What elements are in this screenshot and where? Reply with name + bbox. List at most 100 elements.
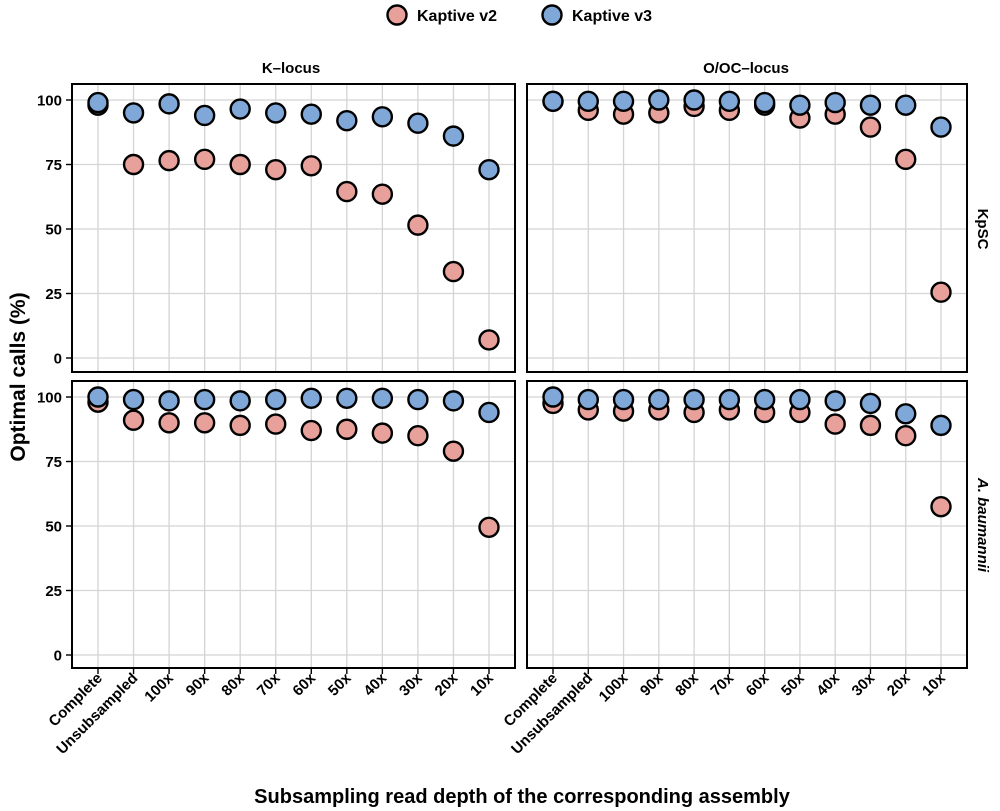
point-a-baumannii-k-locus-kaptive-v3-20x bbox=[442, 390, 465, 412]
point-kpsc-k-locus-kaptive-v2-70x bbox=[265, 158, 287, 181]
point-kpsc-k-locus-kaptive-v3-complete bbox=[87, 91, 109, 114]
point-kpsc-o-oc-locus-kaptive-v3-60x bbox=[753, 91, 776, 114]
x-tick-label-10x: 10x bbox=[467, 669, 497, 699]
x-tick-label-80x: 80x bbox=[672, 669, 702, 699]
point-kpsc-o-oc-locus-kaptive-v3-70x bbox=[718, 90, 741, 112]
point-kpsc-o-oc-locus-kaptive-v2-30x bbox=[859, 116, 882, 138]
point-kpsc-k-locus-kaptive-v2-100x bbox=[158, 149, 180, 172]
legend-marker-kaptive-v2 bbox=[386, 4, 408, 26]
point-a-baumannii-o-oc-locus-kaptive-v3-60x bbox=[753, 388, 776, 411]
point-a-baumannii-k-locus-kaptive-v3-100x bbox=[158, 390, 180, 412]
x-tick-label-50x: 50x bbox=[778, 669, 808, 699]
point-a-baumannii-o-oc-locus-kaptive-v3-20x bbox=[895, 403, 917, 425]
panel-frame bbox=[526, 380, 968, 669]
y-tick-label: 100 bbox=[37, 93, 62, 110]
point-a-baumannii-o-oc-locus-kaptive-v3-100x bbox=[612, 388, 635, 411]
panel-frame bbox=[526, 83, 968, 373]
point-kpsc-o-oc-locus-kaptive-v3-30x bbox=[859, 94, 882, 116]
x-tick-label-60x: 60x bbox=[743, 669, 773, 699]
point-kpsc-k-locus-kaptive-v3-80x bbox=[229, 98, 251, 120]
point-kpsc-k-locus-kaptive-v3-70x bbox=[265, 102, 287, 124]
point-a-baumannii-k-locus-kaptive-v3-90x bbox=[193, 388, 216, 411]
point-a-baumannii-k-locus-kaptive-v2-10x bbox=[478, 516, 500, 538]
x-tick-label-100x: 100x bbox=[141, 669, 177, 705]
x-tick-label-20x: 20x bbox=[884, 669, 914, 699]
point-kpsc-k-locus-kaptive-v2-20x bbox=[442, 260, 465, 283]
x-tick-label-20x: 20x bbox=[432, 669, 462, 699]
point-kpsc-k-locus-kaptive-v3-60x bbox=[300, 103, 322, 125]
point-kpsc-k-locus-kaptive-v3-20x bbox=[442, 125, 465, 147]
y-tick-label: 50 bbox=[45, 222, 62, 239]
point-a-baumannii-k-locus-kaptive-v2-60x bbox=[300, 419, 322, 442]
point-a-baumannii-o-oc-locus-kaptive-v3-80x bbox=[683, 388, 705, 411]
point-a-baumannii-k-locus-kaptive-v3-80x bbox=[229, 390, 251, 412]
legend-label-kaptive-v3: Kaptive v3 bbox=[572, 8, 652, 25]
point-a-baumannii-k-locus-kaptive-v2-20x bbox=[442, 440, 465, 462]
legend-marker-kaptive-v3 bbox=[541, 4, 563, 26]
point-a-baumannii-k-locus-kaptive-v3-10x bbox=[478, 401, 500, 424]
point-a-baumannii-k-locus-kaptive-v3-unsubsampled bbox=[122, 388, 145, 411]
point-kpsc-k-locus-kaptive-v3-90x bbox=[193, 104, 216, 127]
x-tick-label-40x: 40x bbox=[360, 669, 390, 699]
facet-column-o-oc-locus: O/OC–locus bbox=[703, 60, 789, 77]
x-tick-label-60x: 60x bbox=[289, 669, 319, 699]
point-a-baumannii-k-locus-kaptive-v2-30x bbox=[407, 425, 429, 447]
point-a-baumannii-k-locus-kaptive-v2-50x bbox=[336, 418, 358, 440]
y-tick-label: 100 bbox=[37, 390, 62, 407]
point-kpsc-o-oc-locus-kaptive-v3-20x bbox=[895, 94, 917, 116]
point-a-baumannii-k-locus-kaptive-v3-50x bbox=[336, 387, 358, 409]
y-tick-label: 25 bbox=[45, 583, 62, 600]
y-axis-title: Optimal calls (%) bbox=[7, 292, 30, 461]
point-kpsc-k-locus-kaptive-v2-90x bbox=[193, 148, 216, 171]
point-kpsc-k-locus-kaptive-v3-40x bbox=[371, 106, 394, 128]
point-a-baumannii-o-oc-locus-kaptive-v3-90x bbox=[648, 388, 670, 411]
point-a-baumannii-o-oc-locus-kaptive-v3-50x bbox=[789, 388, 811, 411]
facet-column-k-locus: K–locus bbox=[262, 60, 320, 77]
point-kpsc-k-locus-kaptive-v3-100x bbox=[158, 93, 180, 115]
point-a-baumannii-o-oc-locus-kaptive-v3-70x bbox=[718, 388, 741, 411]
legend: Kaptive v2 Kaptive v3 bbox=[386, 4, 652, 26]
point-kpsc-k-locus-kaptive-v2-80x bbox=[229, 153, 251, 176]
x-tick-label-80x: 80x bbox=[218, 669, 248, 699]
point-kpsc-o-oc-locus-kaptive-v3-unsubsampled bbox=[577, 90, 599, 112]
y-tick-label: 0 bbox=[54, 351, 62, 368]
point-kpsc-k-locus-kaptive-v2-10x bbox=[478, 329, 500, 351]
point-kpsc-k-locus-kaptive-v2-60x bbox=[300, 155, 322, 177]
point-kpsc-o-oc-locus-kaptive-v3-10x bbox=[930, 116, 952, 138]
point-a-baumannii-k-locus-kaptive-v3-60x bbox=[300, 387, 322, 409]
point-kpsc-o-oc-locus-kaptive-v3-complete bbox=[542, 90, 564, 112]
point-a-baumannii-o-oc-locus-kaptive-v2-20x bbox=[895, 425, 917, 447]
point-a-baumannii-o-oc-locus-kaptive-v2-40x bbox=[824, 413, 846, 435]
point-kpsc-k-locus-kaptive-v2-30x bbox=[407, 214, 429, 236]
point-kpsc-k-locus-kaptive-v3-unsubsampled bbox=[122, 102, 145, 124]
point-kpsc-o-oc-locus-kaptive-v3-100x bbox=[612, 90, 635, 112]
point-kpsc-k-locus-kaptive-v2-unsubsampled bbox=[122, 153, 145, 176]
x-tick-label-90x: 90x bbox=[183, 669, 213, 699]
point-kpsc-o-oc-locus-kaptive-v3-50x bbox=[789, 94, 811, 116]
x-tick-label-100x: 100x bbox=[596, 669, 632, 705]
point-kpsc-k-locus-kaptive-v2-40x bbox=[371, 183, 394, 205]
y-tick-label: 50 bbox=[45, 519, 62, 536]
y-tick-label: 0 bbox=[54, 648, 62, 665]
facet-row-kpsc: KpSC bbox=[974, 209, 991, 250]
x-tick-label-50x: 50x bbox=[325, 669, 355, 699]
point-a-baumannii-k-locus-kaptive-v3-complete bbox=[87, 386, 109, 408]
x-tick-label-10x: 10x bbox=[919, 669, 949, 699]
y-tick-label: 75 bbox=[45, 454, 62, 471]
x-axis-title: Subsampling read depth of the correspond… bbox=[254, 786, 791, 808]
legend-label-kaptive-v2: Kaptive v2 bbox=[417, 8, 497, 25]
point-kpsc-o-oc-locus-kaptive-v3-40x bbox=[824, 91, 846, 114]
point-a-baumannii-k-locus-kaptive-v2-70x bbox=[265, 413, 287, 435]
point-kpsc-k-locus-kaptive-v3-30x bbox=[407, 112, 429, 134]
point-kpsc-o-oc-locus-kaptive-v2-20x bbox=[895, 148, 917, 171]
point-a-baumannii-o-oc-locus-kaptive-v3-30x bbox=[859, 392, 882, 415]
point-a-baumannii-o-oc-locus-kaptive-v3-10x bbox=[930, 414, 952, 437]
point-a-baumannii-k-locus-kaptive-v2-unsubsampled bbox=[122, 409, 145, 431]
x-tick-label-40x: 40x bbox=[813, 669, 843, 699]
y-tick-label: 75 bbox=[45, 157, 62, 174]
point-a-baumannii-k-locus-kaptive-v2-40x bbox=[371, 422, 394, 444]
point-kpsc-k-locus-kaptive-v3-50x bbox=[336, 109, 358, 132]
point-kpsc-k-locus-kaptive-v3-10x bbox=[478, 158, 500, 181]
facet-row-a-baumannii: A. baumannii bbox=[974, 477, 991, 573]
